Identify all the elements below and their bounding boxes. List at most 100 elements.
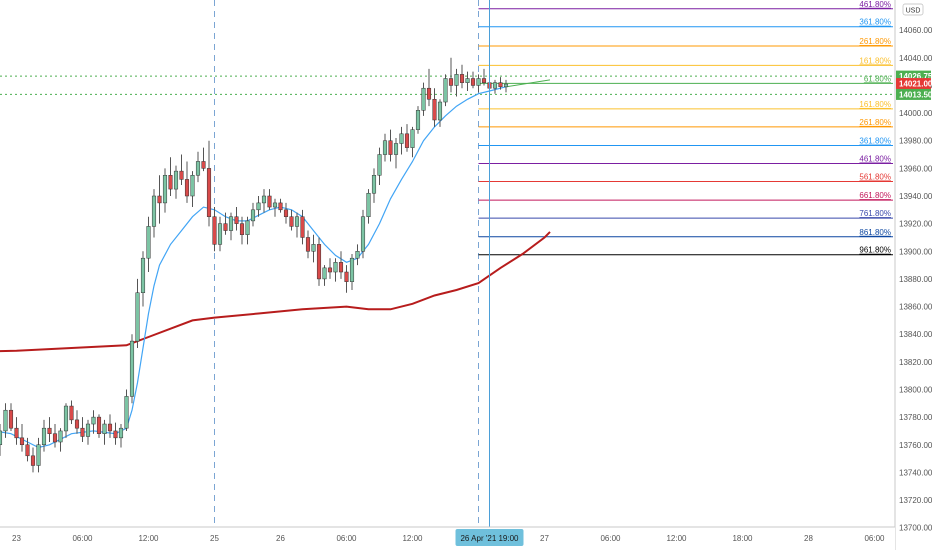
candle-body [371, 175, 377, 194]
candles [0, 57, 509, 473]
candle-body [256, 202, 261, 211]
candle-body [382, 140, 388, 155]
candle-body [267, 195, 272, 208]
candle-body [349, 257, 355, 282]
candle-body [481, 78, 487, 83]
dotted-price-lines [0, 75, 895, 95]
candle-body [190, 175, 195, 197]
candle [388, 129, 393, 162]
candle-body [118, 427, 124, 439]
price-tick-label: 13700.00 [899, 524, 932, 533]
candle-body [80, 427, 85, 437]
session-breaks [214, 0, 479, 527]
candle-body [69, 405, 74, 421]
candle-body [410, 129, 415, 148]
price-tick-label: 13960.00 [899, 164, 932, 173]
candle [305, 230, 311, 259]
candle-body [129, 340, 135, 397]
candle-body [454, 74, 459, 86]
candle-body [30, 455, 36, 466]
fib-level-label: 461.80% [859, 0, 891, 9]
candle [184, 161, 190, 203]
price-tick-label: 13780.00 [899, 413, 932, 422]
candle-body [223, 223, 228, 231]
candle [283, 202, 289, 224]
candle-body [261, 195, 267, 204]
candle-body [443, 78, 448, 103]
candle-body [3, 409, 8, 432]
candle [322, 265, 327, 286]
candle-body [151, 195, 157, 227]
candle [415, 106, 421, 134]
candle-body [228, 216, 234, 231]
fib-level-label: 161.80% [859, 56, 891, 65]
candle-body [250, 209, 256, 222]
candle-body [195, 161, 201, 176]
candle-body [448, 78, 454, 86]
candle-body [278, 202, 283, 211]
candle-body [0, 430, 3, 446]
candle-body [426, 87, 432, 100]
candle-body [8, 409, 14, 429]
candle [36, 437, 41, 473]
candle-body [476, 78, 481, 86]
time-axis-bg [0, 527, 895, 550]
candle [470, 71, 476, 89]
time-tick-label: 25 [210, 534, 219, 543]
candle [146, 216, 151, 273]
candle-body [206, 168, 212, 217]
candle-body [437, 101, 443, 121]
candle [327, 258, 333, 279]
fib-level-label: 161.80% [859, 100, 891, 109]
candle [228, 212, 234, 241]
time-axis[interactable]: 23 06:00 12:00 25 26 06:00 12:00 26 Apr '21 19:… [0, 526, 895, 550]
candle [52, 424, 58, 448]
candle [289, 209, 294, 231]
time-highlight-label: 26 Apr '21 19:00 [460, 534, 519, 543]
candle [14, 417, 19, 445]
candle-body [157, 195, 162, 204]
candle [135, 278, 140, 349]
candle-body [217, 223, 223, 245]
candle [443, 74, 448, 107]
time-tick-label: 23 [12, 534, 21, 543]
fib-extension[interactable]: 461.80% 361.80% 261.80% 161.80% 61.80% 161.80… [478, 0, 894, 256]
candle [206, 140, 212, 227]
candle-body [212, 216, 217, 245]
fib-level-label: 761.80% [859, 209, 891, 218]
candle [107, 414, 113, 438]
candle [294, 212, 300, 238]
ema-slow-line [0, 231, 551, 353]
currency-box [902, 3, 924, 16]
candle [217, 216, 223, 252]
candle-body [52, 433, 58, 443]
candle [377, 147, 382, 185]
candle [173, 165, 179, 199]
candle-body [140, 257, 146, 293]
candle-body [135, 292, 140, 342]
candle [382, 133, 388, 162]
candle [91, 410, 96, 434]
candle [63, 403, 69, 438]
candle-body [201, 161, 206, 169]
candle-body [289, 216, 294, 227]
candle-body [322, 267, 327, 280]
candle-body [503, 83, 509, 88]
candle [267, 189, 272, 210]
candle-body [102, 423, 107, 434]
candle-body [124, 396, 129, 429]
fib-level-label: 961.80% [859, 246, 891, 255]
candle [47, 417, 52, 442]
candle [366, 189, 371, 224]
fib-level-label: 61.80% [864, 74, 891, 83]
ema-fast [0, 86, 507, 449]
time-tick-label: 27 [540, 534, 549, 543]
price-label-box [896, 70, 931, 82]
candle [300, 209, 305, 245]
candle-body [14, 427, 19, 439]
price-tick-label: 13900.00 [899, 247, 932, 256]
candle-body [19, 437, 25, 446]
candle-body [311, 244, 316, 252]
